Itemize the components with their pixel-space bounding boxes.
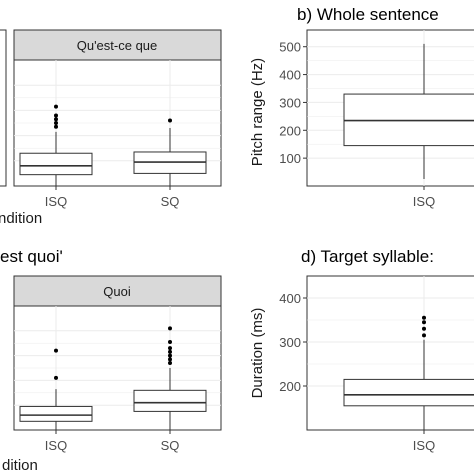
y-tick-label: 200 bbox=[279, 379, 301, 394]
x-tick-label: ISQ bbox=[413, 194, 435, 209]
outlier-point bbox=[422, 333, 426, 338]
panel-whole-sentence: b) Whole sentence 100 200 300 400 500 ISQ Pi… bbox=[249, 5, 474, 209]
outlier-point bbox=[168, 326, 172, 331]
outlier-point bbox=[168, 339, 172, 344]
outlier-point bbox=[54, 348, 58, 353]
strip-label: Qu'est-ce que bbox=[77, 38, 158, 53]
plot-area bbox=[306, 275, 474, 431]
boxes bbox=[19, 326, 207, 430]
outlier-point bbox=[168, 349, 172, 354]
x-ticks: ISQ SQ bbox=[45, 186, 180, 209]
x-tick-label: SQ bbox=[161, 438, 180, 453]
outlier-point bbox=[168, 361, 172, 366]
y-tick-label: 300 bbox=[279, 95, 301, 110]
panel-qu-est-ce-que: Qu'est-ce que ISQ SQ ndition bbox=[0, 29, 222, 227]
y-tick-label: 200 bbox=[279, 123, 301, 138]
x-tick-label: ISQ bbox=[45, 194, 67, 209]
panel-title: est quoi' bbox=[0, 247, 63, 266]
x-ticks: ISQ bbox=[413, 430, 435, 453]
outlier-point bbox=[422, 320, 426, 325]
outlier-point bbox=[54, 375, 58, 380]
panel-title: b) Whole sentence bbox=[297, 5, 439, 24]
boxes bbox=[343, 43, 474, 180]
box-sq bbox=[133, 389, 207, 412]
x-axis-title-partial: dition bbox=[2, 457, 38, 474]
y-axis-title: Pitch range (Hz) bbox=[249, 58, 266, 166]
panel-target-syllable: d) Target syllable: 200 300 400 ISQ Durati… bbox=[249, 247, 474, 453]
outlier-point bbox=[168, 118, 172, 123]
outlier-point bbox=[54, 117, 58, 122]
outlier-point bbox=[54, 121, 58, 125]
x-tick-label: ISQ bbox=[413, 438, 435, 453]
y-axis-title: Duration (ms) bbox=[249, 308, 266, 399]
outlier-point bbox=[54, 113, 58, 118]
strip-label: Quoi bbox=[103, 284, 131, 299]
outlier-point bbox=[422, 326, 426, 331]
y-tick-label: 100 bbox=[279, 151, 301, 166]
x-ticks: ISQ SQ bbox=[45, 430, 180, 453]
y-tick-label: 500 bbox=[279, 40, 301, 55]
y-ticks: 200 300 400 bbox=[279, 291, 307, 394]
outlier-point bbox=[422, 315, 426, 320]
x-axis-title-partial: ndition bbox=[0, 210, 42, 227]
box-isq bbox=[19, 152, 93, 176]
y-ticks: 100 200 300 400 500 bbox=[279, 40, 307, 166]
x-tick-label: SQ bbox=[161, 194, 180, 209]
x-ticks: ISQ bbox=[413, 186, 435, 209]
y-tick-label: 400 bbox=[279, 291, 301, 306]
outlier-point bbox=[168, 353, 172, 358]
outlier-point bbox=[54, 124, 58, 129]
outlier-point bbox=[54, 104, 58, 109]
panel-title: d) Target syllable: bbox=[301, 247, 434, 266]
box-isq bbox=[343, 378, 474, 407]
box-isq bbox=[19, 405, 93, 422]
boxes bbox=[19, 104, 207, 186]
panel-border bbox=[0, 29, 7, 187]
boxes bbox=[343, 315, 474, 430]
y-tick-label: 300 bbox=[279, 335, 301, 350]
panel-quoi: est quoi' Quoi ISQ SQ dition bbox=[0, 247, 222, 474]
outlier-point bbox=[168, 346, 172, 351]
y-tick-label: 400 bbox=[279, 68, 301, 83]
x-tick-label: ISQ bbox=[45, 438, 67, 453]
strip-bg bbox=[13, 29, 222, 61]
outlier-point bbox=[168, 357, 172, 362]
panel-top-left-partial bbox=[0, 29, 7, 187]
